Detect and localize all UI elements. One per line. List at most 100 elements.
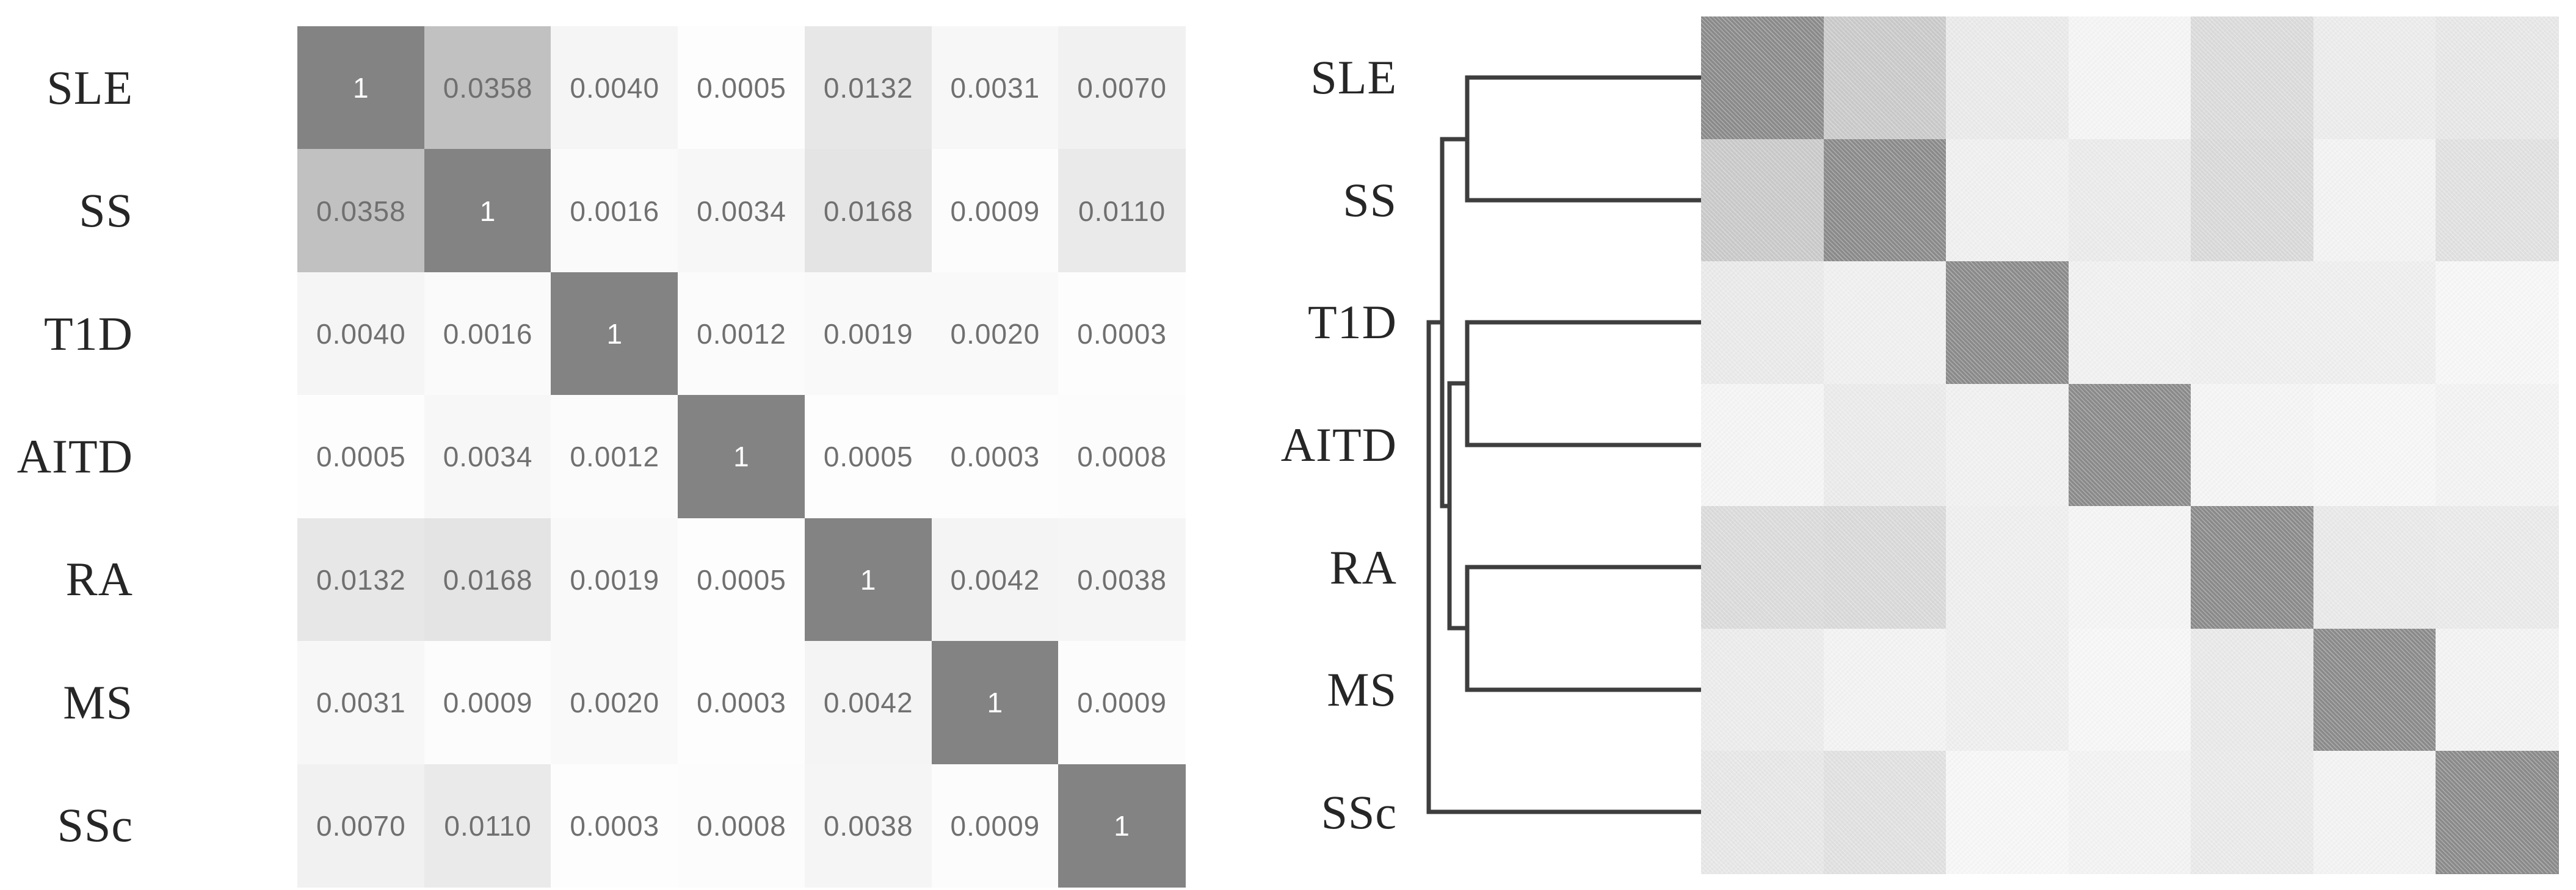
heatmap-cell-ra-sle: [1701, 506, 1824, 629]
heatmap-cell-ms-ra: [2191, 628, 2314, 752]
heatmap-cell-sle-ms: [2313, 16, 2437, 140]
left-row-label-aitd: AITD: [16, 429, 133, 483]
matrix-cell-ss-ms: 0.0009: [931, 149, 1059, 273]
matrix-cell-aitd-t1d: 0.0012: [551, 395, 679, 519]
heatmap-cell-t1d-ra: [2191, 261, 2314, 385]
matrix-cell-sle-ra: 0.0132: [804, 26, 932, 150]
heatmap-cell-sle-t1d: [1946, 16, 2069, 140]
heatmap-cell-ss-ss: [1823, 139, 1947, 262]
dendro-link-upper-cluster: [1426, 137, 1445, 508]
heatmap-cell-ra-ss: [1823, 506, 1947, 629]
matrix-cell-ra-ss: 0.0168: [424, 518, 552, 642]
heatmap-cell-ra-ssc: [2436, 506, 2559, 629]
heatmap-cell-ssc-ss: [1823, 751, 1947, 874]
matrix-cell-sle-sle: 1: [297, 26, 425, 150]
heatmap-cell-t1d-ms: [2313, 261, 2437, 385]
heatmap-cell-t1d-sle: [1701, 261, 1824, 385]
heatmap-cell-aitd-aitd: [2068, 383, 2192, 507]
matrix-cell-ms-ms: 1: [931, 641, 1059, 765]
matrix-cell-ra-t1d: 0.0019: [551, 518, 679, 642]
matrix-cell-aitd-ss: 0.0034: [424, 395, 552, 519]
dendro-bracket-sle-ss: [1465, 75, 1705, 203]
left-row-label-ss: SS: [79, 184, 133, 237]
heatmap-cell-ssc-ms: [2313, 751, 2437, 874]
left-row-label-t1d: T1D: [44, 306, 133, 360]
heatmap-cell-aitd-sle: [1701, 383, 1824, 507]
dendro-root-and-ssc-leaf: [1426, 320, 1705, 814]
heatmap-cell-ss-ssc: [2436, 139, 2559, 262]
right-row-label-ss: SS: [1343, 173, 1397, 226]
matrix-cell-t1d-aitd: 0.0012: [678, 272, 805, 396]
matrix-cell-aitd-aitd: 1: [678, 395, 805, 519]
right-row-label-t1d: T1D: [1308, 295, 1397, 349]
matrix-cell-ra-sle: 0.0132: [297, 518, 425, 642]
left-row-label-ra: RA: [65, 552, 133, 606]
heatmap-cell-ss-sle: [1701, 139, 1824, 262]
matrix-cell-ssc-sle: 0.0070: [297, 764, 425, 888]
matrix-cell-t1d-sle: 0.0040: [297, 272, 425, 396]
heatmap-cell-ra-ms: [2313, 506, 2437, 629]
left-row-label-ms: MS: [63, 675, 133, 729]
heatmap-cell-aitd-ms: [2313, 383, 2437, 507]
heatmap-cell-aitd-t1d: [1946, 383, 2069, 507]
matrix-cell-sle-ss: 0.0358: [424, 26, 552, 150]
matrix-cell-ra-ms: 0.0042: [931, 518, 1059, 642]
matrix-cell-ssc-ssc: 1: [1058, 764, 1186, 888]
matrix-cell-ra-ssc: 0.0038: [1058, 518, 1186, 642]
heatmap-cell-sle-ss: [1823, 16, 1947, 140]
heatmap-cell-ssc-sle: [1701, 751, 1824, 874]
matrix-cell-ssc-ra: 0.0038: [804, 764, 932, 888]
matrix-cell-aitd-ssc: 0.0008: [1058, 395, 1186, 519]
heatmap-cell-ssc-t1d: [1946, 751, 2069, 874]
heatmap-cell-ms-ss: [1823, 628, 1947, 752]
matrix-cell-aitd-ra: 0.0005: [804, 395, 932, 519]
matrix-cell-ss-aitd: 0.0034: [678, 149, 805, 273]
heatmap-cell-sle-sle: [1701, 16, 1824, 140]
heatmap-cell-ms-sle: [1701, 628, 1824, 752]
dendrogram-branches: [1426, 75, 1705, 814]
heatmap-cell-t1d-ss: [1823, 261, 1947, 385]
matrix-cell-t1d-ms: 0.0020: [931, 272, 1059, 396]
heatmap-cell-aitd-ss: [1823, 383, 1947, 507]
right-row-label-sle: SLE: [1310, 51, 1397, 104]
right-row-label-ssc: SSc: [1321, 785, 1397, 839]
matrix-cell-ms-ssc: 0.0009: [1058, 641, 1186, 765]
heatmap-cell-ms-ms: [2313, 628, 2437, 752]
left-row-label-ssc: SSc: [57, 798, 133, 852]
matrix-cell-ssc-ss: 0.0110: [424, 764, 552, 888]
matrix-cell-ss-ssc: 0.0110: [1058, 149, 1186, 273]
matrix-cell-ss-sle: 0.0358: [297, 149, 425, 273]
dendro-bracket-ra-ms: [1465, 565, 1705, 692]
matrix-cell-ssc-aitd: 0.0008: [678, 764, 805, 888]
matrix-cell-ra-ra: 1: [804, 518, 932, 642]
matrix-cell-ra-aitd: 0.0005: [678, 518, 805, 642]
matrix-cell-aitd-ms: 0.0003: [931, 395, 1059, 519]
matrix-cell-t1d-ssc: 0.0003: [1058, 272, 1186, 396]
right-row-label-ms: MS: [1327, 663, 1397, 717]
matrix-cell-ssc-ms: 0.0009: [931, 764, 1059, 888]
heatmap-cell-aitd-ra: [2191, 383, 2314, 507]
heatmap-cell-sle-aitd: [2068, 16, 2192, 140]
heatmap-cell-ss-ms: [2313, 139, 2437, 262]
dendro-link-inner-clusters: [1440, 381, 1452, 631]
heatmap-cell-ra-aitd: [2068, 506, 2192, 629]
heatmap-cell-sle-ra: [2191, 16, 2314, 140]
matrix-cell-t1d-ss: 0.0016: [424, 272, 552, 396]
matrix-cell-sle-ssc: 0.0070: [1058, 26, 1186, 150]
matrix-cell-aitd-sle: 0.0005: [297, 395, 425, 519]
heatmap-cell-ssc-aitd: [2068, 751, 2192, 874]
heatmap-cell-t1d-aitd: [2068, 261, 2192, 385]
right-row-label-aitd: AITD: [1280, 418, 1397, 471]
heatmap-cell-ra-t1d: [1946, 506, 2069, 629]
matrix-cell-ms-ss: 0.0009: [424, 641, 552, 765]
heatmap-cell-ss-ra: [2191, 139, 2314, 262]
heatmap-cell-ssc-ssc: [2436, 751, 2559, 874]
heatmap-cell-ra-ra: [2191, 506, 2314, 629]
heatmap-cell-ms-aitd: [2068, 628, 2192, 752]
matrix-cell-sle-ms: 0.0031: [931, 26, 1059, 150]
matrix-cell-t1d-ra: 0.0019: [804, 272, 932, 396]
matrix-cell-ms-sle: 0.0031: [297, 641, 425, 765]
matrix-cell-ms-t1d: 0.0020: [551, 641, 679, 765]
left-row-label-sle: SLE: [46, 60, 133, 114]
